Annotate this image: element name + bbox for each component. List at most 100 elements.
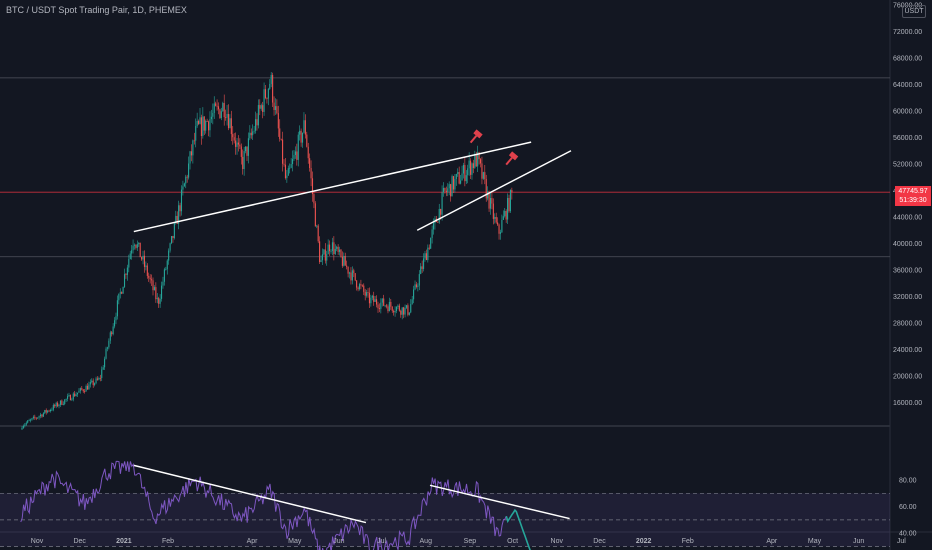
candle-body [225, 117, 227, 118]
candle-body [22, 425, 24, 428]
candle-body [242, 156, 244, 170]
candle-body [254, 119, 257, 131]
candle-body [45, 410, 47, 413]
candle-body [425, 253, 427, 261]
candle-body [91, 380, 93, 383]
candle-body [301, 132, 304, 143]
candle-body [52, 405, 54, 410]
candle-body [472, 163, 474, 168]
candle-body [367, 292, 369, 293]
price-tick-label: 16000.00 [893, 400, 922, 407]
candle-body [329, 244, 331, 252]
candle-body [179, 205, 181, 212]
candle-body [78, 390, 80, 393]
candle-body [303, 120, 305, 133]
candle-body [166, 260, 168, 270]
candle-body [227, 113, 230, 129]
candle-body [259, 105, 261, 109]
sell-marker-head [508, 151, 519, 161]
candle-body [421, 266, 423, 269]
candle-body [420, 266, 422, 275]
candle-body [438, 209, 440, 223]
candle-body [498, 224, 500, 234]
candle-body [138, 242, 140, 245]
candle-body [129, 253, 131, 260]
candle-body [41, 414, 43, 417]
candle-body [452, 176, 455, 190]
rsi-tick-label: 60.00 [899, 504, 917, 511]
candle-body [123, 274, 126, 287]
candle-body [395, 306, 398, 312]
candle-body [85, 385, 87, 392]
candle-body [454, 179, 456, 190]
candle-body [450, 184, 452, 197]
candle-body [366, 292, 368, 296]
price-tick-label: 32000.00 [893, 294, 922, 301]
candle-body [417, 285, 419, 287]
candle-body [330, 251, 332, 252]
countdown-timer: 51:39:30 [899, 197, 927, 204]
candle-body [448, 184, 450, 189]
candle-body [35, 417, 37, 419]
candle-body [246, 146, 248, 156]
time-tick-label: Aug [420, 538, 433, 545]
candle-body [149, 277, 151, 280]
candle-body [31, 418, 33, 420]
candle-body [368, 292, 371, 304]
rsi-line [20, 460, 507, 550]
rsi-tick-label: 80.00 [899, 478, 917, 485]
candle-body [284, 164, 286, 179]
candle-body [245, 146, 247, 152]
candle-body [216, 105, 218, 107]
candle-body [186, 176, 188, 178]
time-tick-label: 2022 [636, 538, 652, 545]
candle-body [356, 280, 358, 288]
candle-body [183, 183, 185, 187]
candle-body [279, 128, 281, 139]
currency-badge[interactable]: USDT [902, 5, 926, 18]
candle-body [273, 102, 275, 110]
candle-body [309, 158, 311, 169]
candle-body [133, 244, 136, 246]
candle-body [337, 246, 339, 252]
candle-body [266, 97, 268, 99]
candle-body [501, 219, 503, 233]
candle-body [339, 249, 341, 252]
candle-body [383, 298, 385, 306]
price-tick-label: 24000.00 [893, 347, 922, 354]
candle-body [333, 242, 335, 254]
candle-body [320, 260, 322, 263]
candle-body [34, 416, 36, 418]
candle-body [178, 205, 180, 224]
time-tick-label: Apr [247, 538, 259, 545]
price-tick-label: 76000.00 [893, 3, 922, 10]
candle-body [418, 274, 420, 286]
candle-body [390, 301, 392, 307]
candle-body [401, 307, 403, 315]
candle-body [481, 163, 483, 179]
candle-body [487, 191, 489, 199]
candle-body [470, 160, 472, 175]
candle-body [306, 134, 308, 147]
candle-body [280, 138, 282, 140]
candle-body [504, 210, 506, 217]
candle-body [351, 270, 353, 281]
candle-body [74, 393, 76, 397]
candle-body [468, 160, 470, 169]
candle-body [76, 392, 79, 395]
candle-body [385, 305, 388, 307]
candle-body [400, 310, 402, 315]
candle-body [190, 151, 193, 156]
candle-body [415, 284, 417, 287]
candle-body [451, 176, 453, 197]
candle-body [192, 140, 194, 156]
candle-body [347, 266, 349, 274]
candle-body [109, 332, 111, 341]
time-tick-label: Nov [551, 538, 564, 545]
candle-body [162, 281, 164, 286]
candle-body [370, 297, 372, 304]
candle-body [116, 300, 118, 317]
candle-body [169, 243, 171, 251]
last-price-value: 47745.97 [898, 188, 928, 195]
